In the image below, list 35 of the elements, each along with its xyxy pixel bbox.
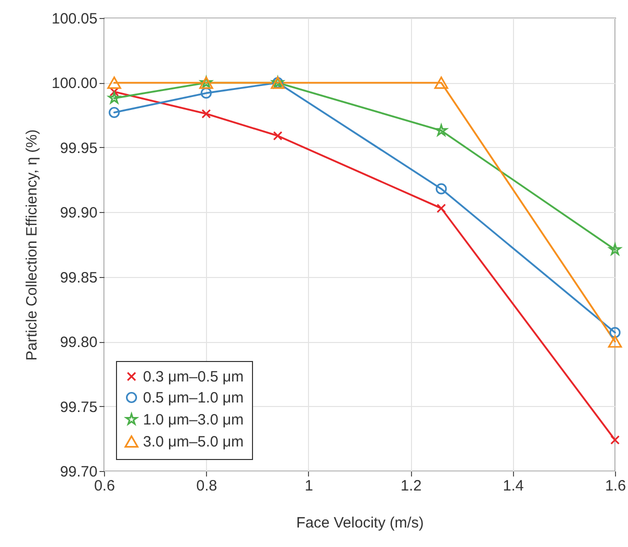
y-tick-label: 99.85 bbox=[60, 269, 98, 286]
legend-label: 0.3 μm–0.5 μm bbox=[143, 368, 244, 386]
y-tick-label: 99.80 bbox=[60, 334, 98, 352]
point bbox=[108, 92, 120, 104]
x-tick-label: 1 bbox=[304, 478, 314, 494]
point bbox=[200, 88, 212, 99]
point bbox=[609, 326, 621, 338]
y-axis-title: Particle Collection Efficiency, η (%) bbox=[24, 129, 41, 361]
point bbox=[610, 435, 620, 445]
point bbox=[107, 76, 122, 89]
point bbox=[608, 335, 622, 348]
legend-label: 1.0 μm–3.0 μm bbox=[143, 412, 244, 428]
x-tick-label: 1.2 bbox=[400, 478, 422, 494]
y-tick-label: 99.75 bbox=[60, 398, 98, 416]
y-tick-label: 99.90 bbox=[60, 204, 98, 222]
legend-label: 0.5 μm–1.0 μm bbox=[143, 390, 244, 406]
x-tick-label: 1.4 bbox=[502, 478, 524, 494]
x-tick-label: 0.6 bbox=[94, 478, 115, 494]
y-tick-label: 99.70 bbox=[60, 464, 98, 480]
point bbox=[202, 109, 211, 118]
point bbox=[435, 124, 448, 136]
x-tick-label: 1.6 bbox=[605, 478, 626, 494]
point bbox=[110, 87, 119, 96]
point bbox=[436, 204, 446, 213]
x-axis-title: Face Velocity (m/s) bbox=[296, 514, 424, 532]
point bbox=[436, 183, 447, 194]
y-tick-label: 100.05 bbox=[52, 10, 98, 28]
point bbox=[608, 243, 622, 255]
point bbox=[108, 106, 120, 118]
y-tick-label: 99.95 bbox=[60, 140, 98, 157]
y-tick-label: 100.00 bbox=[52, 75, 98, 92]
point bbox=[273, 131, 282, 140]
point bbox=[434, 76, 448, 89]
legend-label: 3.0 μm–5.0 μm bbox=[143, 434, 244, 450]
x-tick-label: 0.8 bbox=[196, 478, 218, 494]
